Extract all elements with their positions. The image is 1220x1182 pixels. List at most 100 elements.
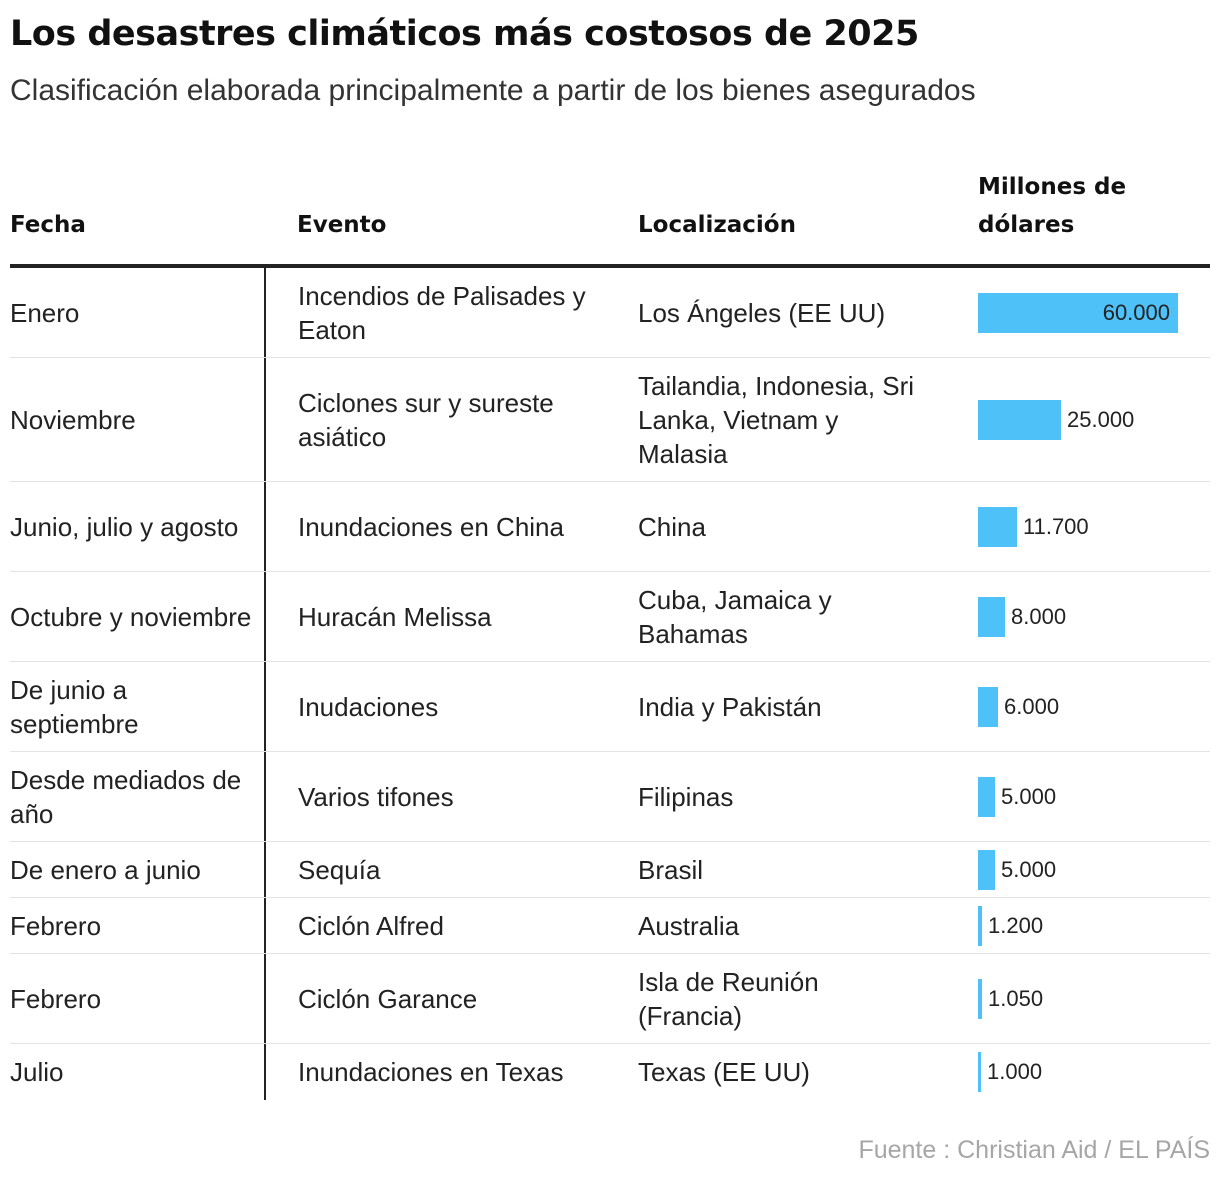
value-bar: [978, 776, 995, 817]
location-cell-text: Texas (EE UU): [638, 1057, 810, 1087]
location-cell: Isla de Reunión (Francia): [638, 954, 928, 1043]
value-cell: 25.000: [978, 358, 1210, 481]
location-cell-text: Tailandia, Indonesia, Sri Lanka, Vietnam…: [638, 370, 915, 469]
table-row: Octubre y noviembre Huracán Melissa Cuba, …: [10, 572, 1210, 662]
event-cell-text: Incendios de Palisades y Eaton: [298, 280, 586, 345]
location-cell-text: Isla de Reunión (Francia): [638, 966, 819, 1031]
location-cell: Cuba, Jamaica y Bahamas: [638, 572, 928, 661]
value-label: 1.050: [988, 985, 1044, 1011]
event-cell: Inundaciones en Texas: [298, 1044, 598, 1100]
location-cell: Brasil: [638, 842, 928, 897]
value-bar: [978, 849, 995, 890]
date-cell-text: Febrero: [10, 983, 102, 1014]
value-bar: 60.000: [978, 292, 1178, 333]
event-cell-text: Varios tifones: [298, 781, 454, 812]
chart-title: Los desastres climáticos más costosos de…: [10, 14, 919, 54]
value-cell: 6.000: [978, 662, 1210, 751]
table-row: Enero Incendios de Palisades y Eaton Los Á…: [10, 268, 1210, 358]
event-cell: Sequía: [298, 842, 598, 897]
date-cell: Febrero: [10, 898, 260, 953]
value-label: 60.000: [1102, 299, 1170, 325]
event-cell: Inundaciones en China: [298, 482, 598, 571]
column-divider: [264, 1044, 266, 1100]
column-divider: [264, 662, 266, 751]
table-row: De junio a septiembre Inudaciones India y …: [10, 662, 1210, 752]
event-cell: Ciclones sur y sureste asiático: [298, 358, 598, 481]
event-cell: Inudaciones: [298, 662, 598, 751]
event-cell-text: Ciclón Garance: [298, 983, 478, 1014]
date-cell: Desde mediados de año: [10, 752, 260, 841]
location-cell-text: Australia: [638, 910, 740, 941]
value-cell: 1.200: [978, 898, 1210, 953]
location-cell-text: Cuba, Jamaica y Bahamas: [638, 584, 832, 649]
table-row: Junio, julio y agosto Inundaciones en Chi…: [10, 482, 1210, 572]
value-cell: 1.000: [978, 1044, 1210, 1100]
date-cell-text: Febrero: [10, 910, 102, 941]
event-cell: Incendios de Palisades y Eaton: [298, 268, 598, 357]
event-cell-text: Ciclón Alfred: [298, 910, 444, 941]
header-divider: [10, 264, 1210, 268]
table-row: Febrero Ciclón Garance Isla de Reunión (Fr…: [10, 954, 1210, 1044]
date-cell: De enero a junio: [10, 842, 260, 897]
date-cell: Julio: [10, 1044, 260, 1100]
table-body: Enero Incendios de Palisades y Eaton Los Á…: [10, 268, 1210, 1100]
value-cell: 1.050: [978, 954, 1210, 1043]
date-cell-text: De enero a junio: [10, 854, 201, 885]
header-date: Fecha: [10, 212, 86, 238]
date-cell-text: Octubre y noviembre: [10, 601, 252, 632]
table-row: Julio Inundaciones en Texas Texas (EE UU) 1…: [10, 1044, 1210, 1100]
date-cell-text: Desde mediados de año: [10, 764, 242, 829]
value-cell: 60.000: [978, 268, 1210, 357]
column-divider: [264, 572, 266, 661]
value-label: 5.000: [1001, 856, 1057, 882]
value-cell: 8.000: [978, 572, 1210, 661]
column-divider: [264, 358, 266, 481]
date-cell-text: Junio, julio y agosto: [10, 511, 239, 542]
location-cell: Filipinas: [638, 752, 928, 841]
date-cell-text: Noviembre: [10, 404, 136, 435]
value-bar: [978, 686, 998, 727]
table-row: Febrero Ciclón Alfred Australia 1.200: [10, 898, 1210, 954]
value-bar: [978, 1052, 981, 1092]
value-label: 11.700: [1023, 513, 1089, 539]
value-cell: 5.000: [978, 842, 1210, 897]
location-cell-text: Filipinas: [638, 781, 734, 812]
location-cell: China: [638, 482, 928, 571]
date-cell-text: Julio: [10, 1057, 64, 1087]
location-cell: Los Ángeles (EE UU): [638, 268, 928, 357]
value-cell: 11.700: [978, 482, 1210, 571]
header-location: Localización: [638, 212, 796, 238]
value-cell: 5.000: [978, 752, 1210, 841]
date-cell: Enero: [10, 268, 260, 357]
location-cell: Tailandia, Indonesia, Sri Lanka, Vietnam…: [638, 358, 928, 481]
value-label: 1.200: [988, 912, 1044, 938]
value-label: 5.000: [1001, 783, 1057, 809]
value-bar: [978, 905, 982, 946]
event-cell-text: Sequía: [298, 854, 381, 885]
table-row: Desde mediados de año Varios tifones Filip…: [10, 752, 1210, 842]
column-divider: [264, 752, 266, 841]
value-bar: [978, 978, 982, 1019]
date-cell: Febrero: [10, 954, 260, 1043]
event-cell: Ciclón Garance: [298, 954, 598, 1043]
event-cell-text: Inudaciones: [298, 691, 439, 722]
value-label: 8.000: [1011, 603, 1067, 629]
date-cell-text: De junio a septiembre: [10, 674, 139, 739]
location-cell: India y Pakistán: [638, 662, 928, 751]
value-label: 25.000: [1067, 406, 1135, 432]
event-cell-text: Huracán Melissa: [298, 601, 492, 632]
date-cell: Junio, julio y agosto: [10, 482, 260, 571]
event-cell-text: Ciclones sur y sureste asiático: [298, 387, 554, 452]
value-label: 1.000: [987, 1059, 1043, 1084]
event-cell: Huracán Melissa: [298, 572, 598, 661]
table-row: De enero a junio Sequía Brasil 5.000: [10, 842, 1210, 898]
date-cell-text: Enero: [10, 297, 80, 328]
column-divider: [264, 898, 266, 953]
header-event: Evento: [297, 212, 387, 238]
location-cell-text: India y Pakistán: [638, 691, 822, 722]
value-bar: [978, 506, 1017, 547]
chart-subtitle: Clasificación elaborada principalmente a…: [10, 74, 976, 107]
location-cell-text: Los Ángeles (EE UU): [638, 297, 886, 328]
column-divider: [264, 482, 266, 571]
value-label: 6.000: [1004, 693, 1060, 719]
